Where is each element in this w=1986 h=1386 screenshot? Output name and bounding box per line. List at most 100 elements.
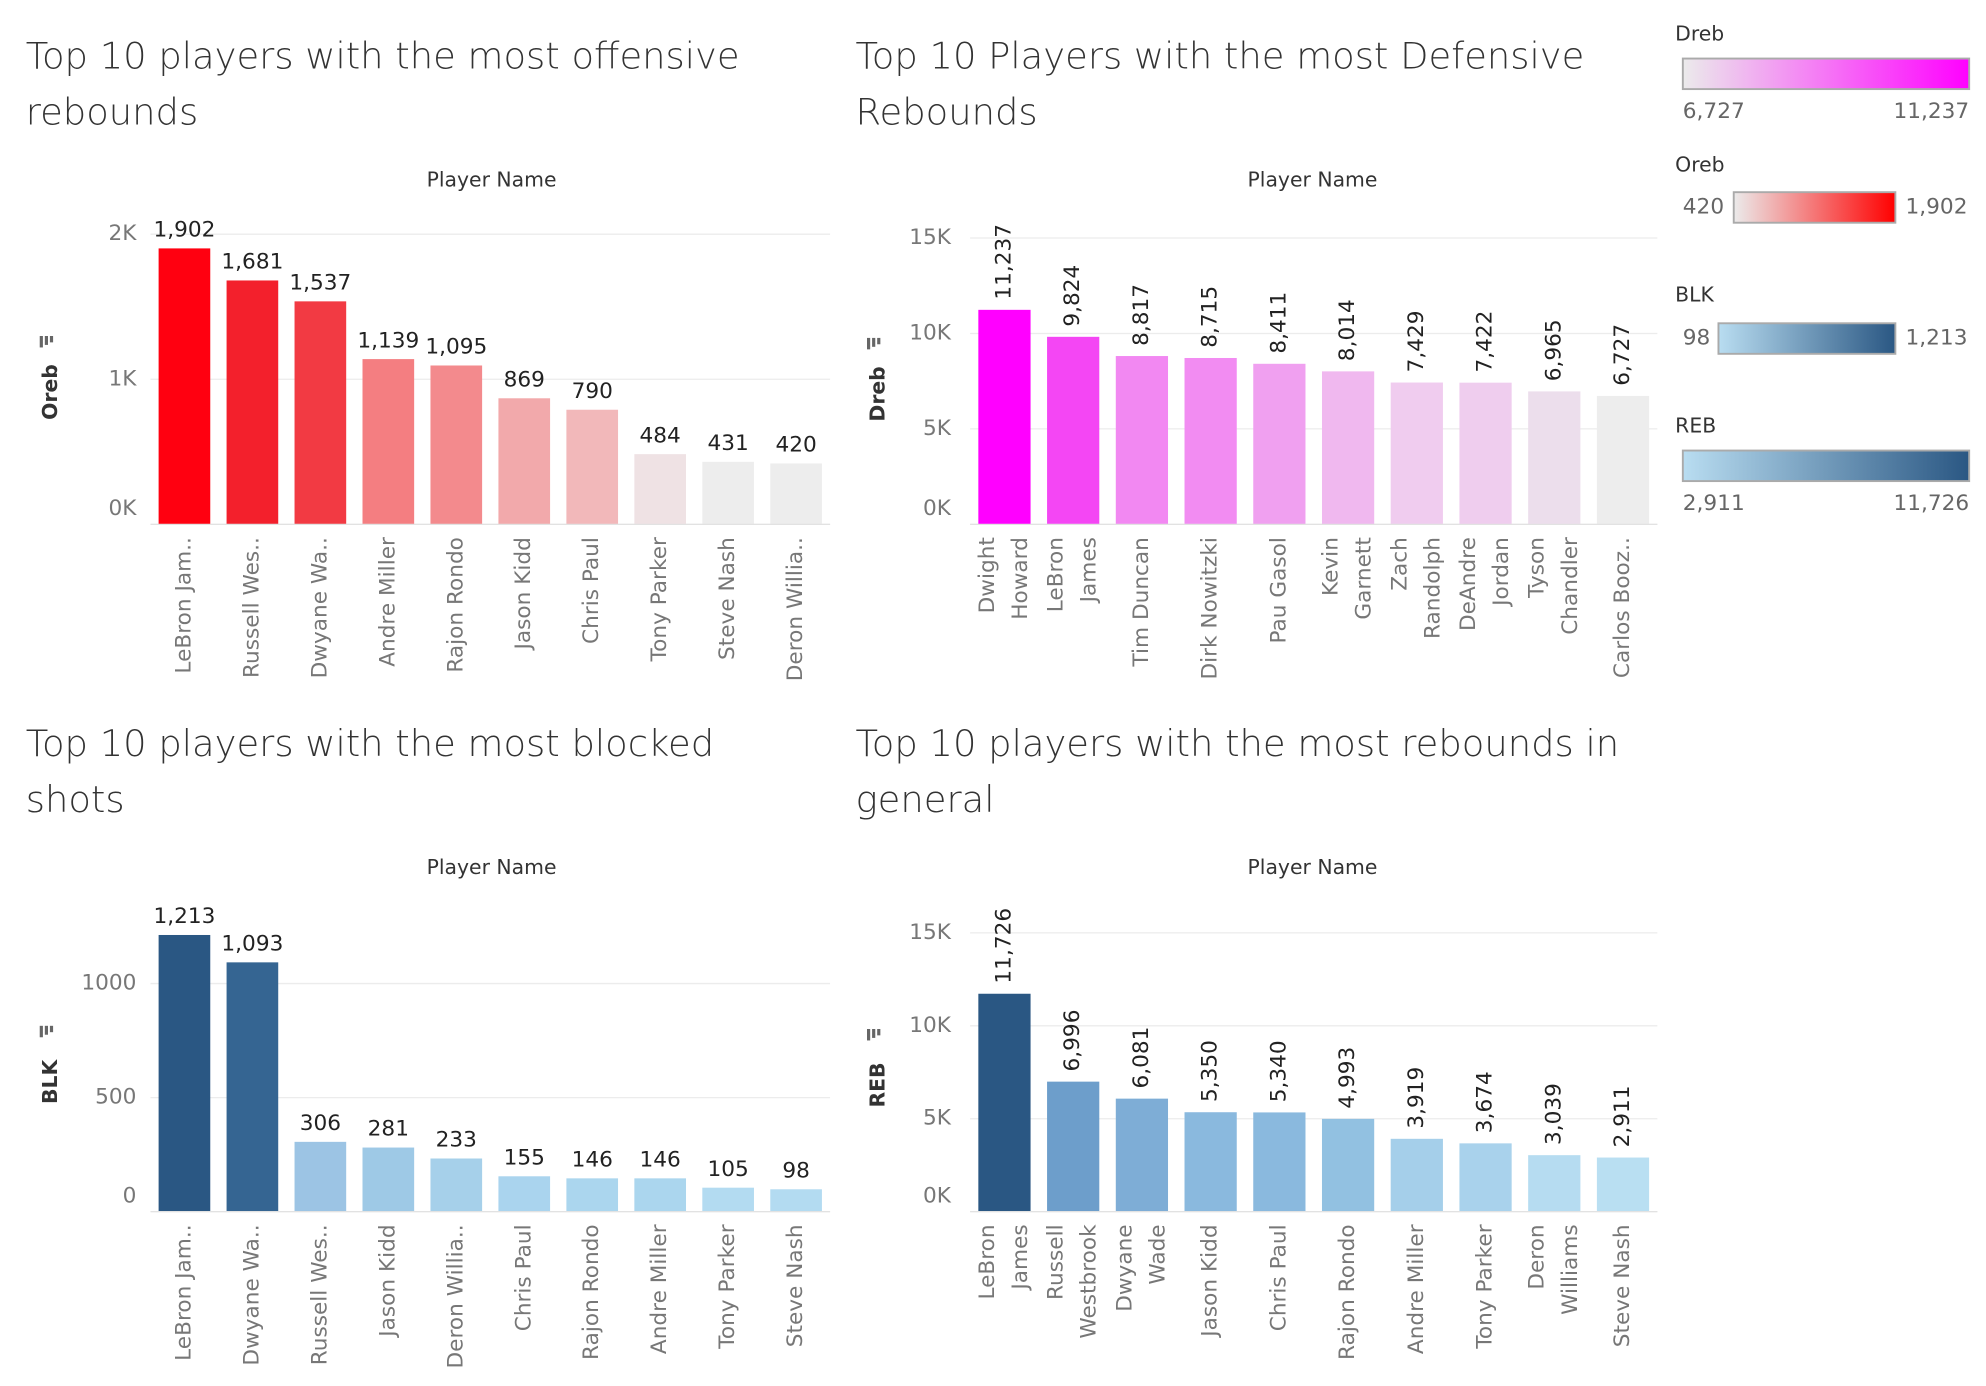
y-tick-label: 0K [923,1183,952,1208]
bar [1459,382,1512,525]
chart-title: Top 10 Players with the most Defensive Re… [856,35,1585,134]
y-axis-title: Dreb [865,366,889,421]
x-tick-label: Jason Kidd [375,1224,400,1338]
bar [430,1158,483,1212]
sort-icon [44,1025,48,1035]
y-tick-label: 1000 [81,971,136,996]
value-label: 105 [708,1157,749,1182]
value-label: 8,014 [1335,299,1360,361]
bar [978,309,1031,525]
bar [634,1178,687,1212]
bar [1596,395,1650,525]
bar [1115,356,1169,525]
legend-min: 6,727 [1683,99,1745,124]
chart-title: Top 10 players with the most rebounds in… [856,722,1620,821]
x-tick-label: LeBron James [975,1224,1033,1299]
bar [158,934,211,1212]
y-tick-label: 5K [923,416,952,441]
x-tick-label: Steve Nash [783,1224,808,1347]
bar [362,359,415,525]
value-label: 11,726 [991,908,1016,984]
legend-gradient [1681,57,1971,91]
x-tick-label: Chris Paul [511,1224,536,1331]
value-label: 1,093 [221,932,283,957]
x-tick-label: Deron Willia.. [443,1224,468,1368]
value-label: 281 [368,1117,409,1142]
bar [1253,1112,1306,1212]
x-tick-label: Rajon Rondo [443,537,468,673]
value-label: 1,139 [357,328,419,353]
bar [1184,357,1237,525]
bar [1115,1098,1169,1212]
sort-icon [867,337,871,350]
value-label: 5,340 [1266,1040,1291,1102]
value-label: 2,911 [1610,1085,1635,1147]
x-tick-label: Russell Westbrook [1044,1224,1102,1339]
sort-icon [872,337,876,347]
x-tick-label: Tony Parker [715,1224,740,1349]
bar [430,365,483,525]
x-tick-label: Kevin Garnett [1319,537,1377,620]
bar [1047,1081,1100,1212]
y-axis-title: Oreb [38,364,62,420]
value-label: 1,213 [153,904,215,929]
bar [158,248,211,525]
x-tick-label: Tyson Chandler [1525,537,1583,635]
value-label: 790 [572,379,613,404]
sort-icon [49,336,54,343]
x-tick-label: Tony Parker [647,537,672,662]
x-header: Player Name [1248,168,1378,192]
x-tick-label: Jason Kidd [1198,1224,1223,1338]
value-label: 7,429 [1404,310,1429,372]
x-tick-label: Chris Paul [579,537,604,644]
value-label: 1,537 [289,271,351,296]
x-tick-label: Steve Nash [1610,1224,1635,1347]
x-tick-label: Tim Duncan [1129,537,1154,667]
color-legend: Dreb 6,727 11,237 [1675,21,1971,124]
legend-gradient [1681,449,1971,483]
value-label: 6,727 [1610,324,1635,386]
sort-icon [877,1029,881,1036]
color-legend: REB 2,911 11,726 [1675,413,1971,516]
bar [498,1176,551,1212]
x-tick-label: Pau Gasol [1266,537,1291,643]
bar [566,409,619,525]
y-tick-label: 15K [909,920,952,945]
bar [634,454,687,525]
chart-title: Top 10 players with the most blocked shot… [26,722,714,821]
y-tick-label: 2K [109,221,138,246]
x-header: Player Name [427,855,557,879]
x-tick-label: Chris Paul [1266,1224,1291,1331]
x-tick-label: Russell Wes.. [307,1224,332,1365]
legend-title: REB [1675,413,1716,437]
value-label: 4,993 [1335,1047,1360,1109]
x-tick-label: LeBron James [1044,537,1102,612]
legend-max: 11,726 [1894,491,1970,516]
y-tick-label: 0K [923,496,952,521]
value-label: 146 [640,1148,681,1173]
value-label: 6,081 [1129,1027,1154,1089]
value-label: 3,039 [1541,1083,1566,1145]
legend-min: 2,911 [1683,491,1745,516]
chart-title: Top 10 players with the most offensive re… [26,35,740,134]
bar [1321,1118,1375,1212]
bar [770,1189,822,1212]
value-label: 155 [504,1145,545,1170]
bar [702,461,754,525]
sort-icon [872,1029,876,1038]
bar [1253,363,1306,525]
value-label: 431 [708,431,749,456]
bar [566,1178,619,1212]
y-axis-title: BLK [38,1058,62,1103]
x-tick-label: Carlos Booz.. [1610,537,1635,678]
bar [1596,1157,1650,1212]
value-label: 484 [640,423,681,448]
bar [1321,371,1375,525]
x-tick-label: Dwyane Wa.. [307,537,332,678]
x-tick-label: Andre Miller [647,1224,672,1354]
x-header: Player Name [1248,855,1378,879]
value-label: 8,715 [1198,286,1223,348]
x-tick-label: Zach Randolph [1387,537,1445,639]
color-legend: Oreb 420 1,902 [1675,152,1967,224]
y-tick-label: 1K [109,366,138,391]
